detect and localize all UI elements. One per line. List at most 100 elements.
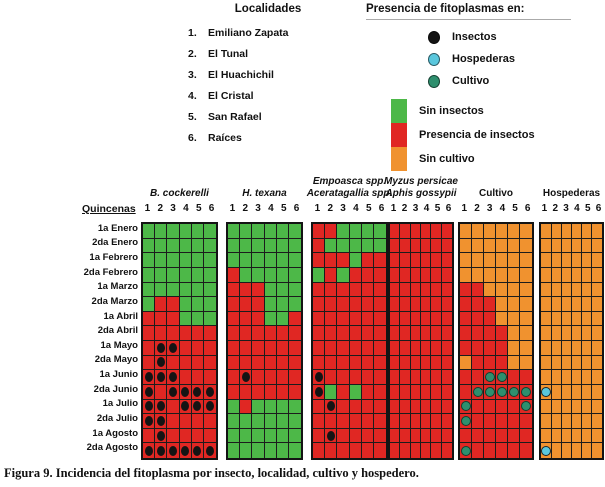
grid-cell — [240, 311, 253, 327]
grid-cell — [508, 267, 520, 283]
grid-cell — [325, 267, 338, 283]
grid-cell — [373, 370, 386, 385]
grid-cell — [325, 384, 338, 400]
grid-cell — [191, 443, 204, 458]
grid-cell — [552, 326, 562, 341]
grid-cell — [240, 443, 253, 458]
grid-cell — [410, 428, 421, 444]
grid-cell — [203, 238, 216, 254]
grid-cell — [390, 224, 401, 239]
grid-cell — [373, 238, 386, 254]
grid-cell — [349, 370, 362, 385]
grid-cell — [167, 326, 180, 341]
grid-cell — [562, 341, 572, 356]
column-number: 1 — [314, 203, 321, 214]
group-title-line: B. cockerelli — [150, 188, 209, 199]
color-swatch — [391, 147, 407, 171]
row-label: 2da Agosto — [86, 442, 138, 454]
grid-cell — [155, 399, 168, 415]
grid-cell — [562, 311, 572, 327]
grid-cell — [361, 224, 374, 239]
grid-cell — [541, 399, 552, 415]
grid-cell — [276, 443, 289, 458]
grid-cell — [520, 414, 532, 429]
grid-cell — [349, 384, 362, 400]
grid-cell — [541, 267, 552, 283]
grid-cell — [472, 414, 484, 429]
grid-cell — [520, 355, 532, 371]
grid-cell — [313, 267, 326, 283]
cultivo-dot-icon — [508, 386, 519, 397]
grid-cell — [508, 253, 520, 268]
grid-cell — [431, 311, 442, 327]
grid-cell — [349, 443, 362, 458]
grid-cell — [337, 370, 350, 385]
grid-cell — [264, 267, 277, 283]
grid-cell — [572, 428, 582, 444]
grid-cell — [361, 341, 374, 356]
grid-cell — [582, 355, 592, 371]
grid-cell — [167, 238, 180, 254]
grid-cell — [143, 443, 156, 458]
grid-cell — [349, 297, 362, 312]
grid-cell — [400, 238, 411, 254]
grid-cell — [240, 253, 253, 268]
grid-cell — [167, 443, 180, 458]
grid-cell — [460, 253, 472, 268]
insectos-dot-icon — [168, 445, 177, 456]
grid-cell — [431, 384, 442, 400]
grid-cell — [288, 326, 301, 341]
grid-cell — [520, 311, 532, 327]
grid-cell — [155, 428, 168, 444]
grid-cell — [582, 224, 592, 239]
grid-cell — [410, 238, 421, 254]
column-number: 4 — [268, 203, 274, 214]
grid-cell — [472, 384, 484, 400]
grid-cell — [572, 238, 582, 254]
grid-cell — [361, 297, 374, 312]
column-number: 3 — [486, 203, 493, 214]
grid-cell — [264, 238, 277, 254]
grid-cell — [541, 238, 552, 254]
grid-cell — [496, 355, 508, 371]
grid-cell — [441, 326, 452, 341]
grid-cell — [288, 370, 301, 385]
grid-cell — [143, 355, 156, 371]
column-number: 6 — [445, 203, 452, 214]
grid-cell — [592, 282, 602, 298]
grid-cell — [276, 253, 289, 268]
grid-cell — [484, 224, 496, 239]
grid-cell — [460, 443, 472, 458]
grid-cell — [167, 370, 180, 385]
grid-cell — [240, 399, 253, 415]
column-number: 2 — [552, 203, 559, 214]
hospederas-dot-icon — [541, 386, 551, 397]
grid-cell — [143, 267, 156, 283]
grid-cell — [390, 428, 401, 444]
grid-cell — [264, 399, 277, 415]
grid-cell — [460, 326, 472, 341]
grid-group: B. cockerelli 1 2 3 4 5 6 — [141, 170, 218, 460]
grid-cell — [431, 267, 442, 283]
grid-cell — [484, 370, 496, 385]
grid-cell — [420, 384, 432, 400]
grid-cell — [472, 428, 484, 444]
cultivo-dot-icon — [460, 415, 471, 426]
grid-cell — [410, 399, 421, 415]
grid-cell — [191, 326, 204, 341]
grid-cell — [520, 384, 532, 400]
grid-cell — [400, 326, 411, 341]
grid-cell — [361, 267, 374, 283]
locality-name: Emiliano Zapata — [208, 27, 289, 39]
group-title-line: Cultivo — [479, 188, 513, 199]
grid-cell — [191, 341, 204, 356]
row-label: 2da Mayo — [94, 354, 138, 366]
grid-cell — [484, 326, 496, 341]
presence-title: Presencia de fitoplasmas en: — [366, 3, 571, 20]
insectos-dot-icon — [144, 445, 153, 456]
cell-color-item: Sin cultivo — [391, 147, 535, 171]
grid-cell — [313, 399, 326, 415]
grid-cell — [276, 282, 289, 298]
